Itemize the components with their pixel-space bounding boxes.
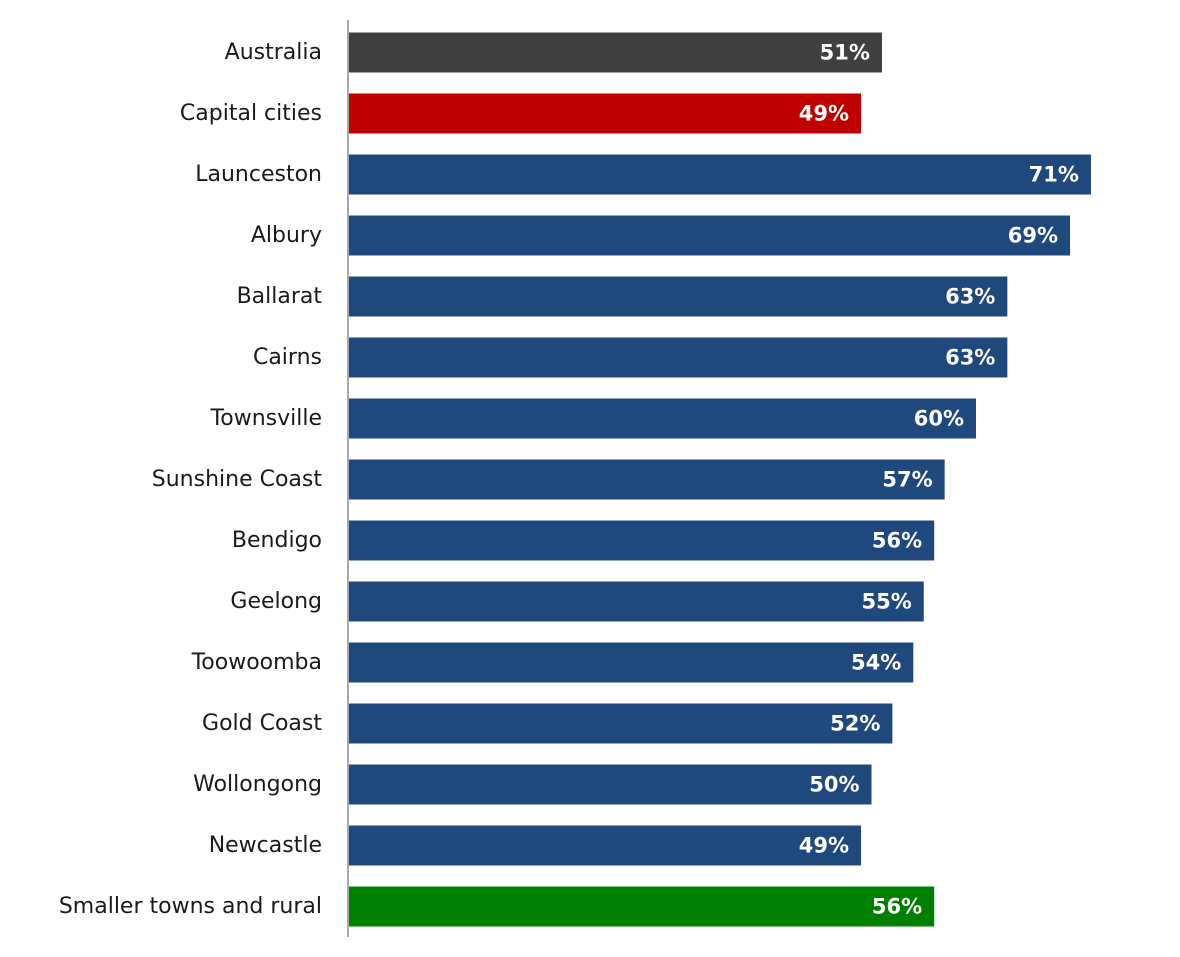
value-label: 51% [820,41,870,65]
bar-7 [349,459,945,500]
bar-1 [349,93,862,134]
bars-group: Australia 51% Capital cities 49% Launceston 7… [59,32,1091,927]
bar-2 [349,154,1091,195]
bar-11 [349,703,893,744]
value-label: 69% [1008,224,1058,248]
bar-13 [349,825,862,866]
category-label: Capital cities [180,101,322,126]
value-label: 71% [1029,163,1079,187]
category-label: Newcastle [209,833,322,858]
category-label: Ballarat [237,284,323,309]
value-label: 49% [799,834,849,858]
bar-8 [349,520,935,561]
value-label: 49% [799,102,849,126]
category-label: Toowoomba [191,650,322,675]
category-label: Gold Coast [202,711,322,736]
category-label: Launceston [195,162,322,187]
bar-9 [349,581,924,622]
bar-3 [349,215,1071,256]
category-label: Bendigo [232,528,322,553]
category-label: Sunshine Coast [152,467,323,492]
value-label: 57% [882,468,932,492]
bar-4 [349,276,1008,317]
value-label: 56% [872,895,922,919]
category-label: Australia [225,40,322,65]
value-label: 50% [809,773,859,797]
bar-5 [349,337,1008,378]
value-label: 63% [945,346,995,370]
category-label: Townsville [210,406,322,431]
value-label: 60% [914,407,964,431]
bar-0 [349,32,882,73]
category-label: Smaller towns and rural [59,894,322,919]
value-label: 55% [861,590,911,614]
value-label: 54% [851,651,901,675]
value-label: 52% [830,712,880,736]
category-label: Geelong [230,589,322,614]
value-label: 63% [945,285,995,309]
category-label: Cairns [253,345,322,370]
bar-6 [349,398,976,439]
bar-12 [349,764,872,805]
bar-14 [349,886,935,927]
bar-10 [349,642,914,683]
category-label: Albury [251,223,322,248]
category-label: Wollongong [193,772,322,797]
value-label: 56% [872,529,922,553]
